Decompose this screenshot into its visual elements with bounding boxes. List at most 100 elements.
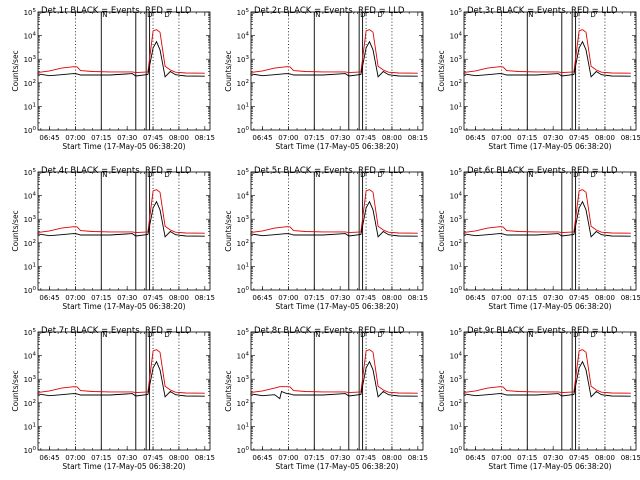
x-tick-label: 06:45	[465, 134, 485, 142]
marker-label: N	[102, 171, 107, 179]
y-tick-label: 103	[450, 215, 463, 224]
plot-frame	[463, 11, 637, 131]
marker-label: N	[528, 171, 533, 179]
marker-label: D	[360, 11, 365, 19]
panel-title: Det 7r BLACK = Events, RED = LLD	[41, 326, 192, 336]
x-axis-label: Start Time (17-May-05 06:38:20)	[275, 302, 398, 311]
y-tick-label: 103	[237, 375, 250, 384]
y-tick-label: 101	[237, 262, 249, 271]
series-events	[463, 200, 631, 238]
x-tick-label: 07:30	[117, 294, 137, 302]
x-tick-label: 08:15	[195, 454, 215, 462]
y-tick-label: 100	[237, 446, 250, 455]
x-tick-label: 07:45	[569, 454, 589, 462]
x-tick-label: 07:15	[91, 454, 111, 462]
y-tick-label: 102	[237, 399, 249, 408]
x-tick-label: 07:00	[491, 454, 511, 462]
marker-label: D	[360, 331, 365, 339]
series-lld	[250, 189, 418, 234]
marker-label: D	[573, 11, 578, 19]
panel-title: Det 4r BLACK = Events, RED = LLD	[41, 166, 192, 176]
plot-frame	[463, 331, 637, 451]
x-tick-label: 07:00	[491, 294, 511, 302]
plot-frame	[250, 11, 424, 131]
x-tick-label: 07:00	[65, 294, 85, 302]
marker-label: D	[377, 331, 382, 339]
marker-label: D	[573, 331, 578, 339]
y-axis-label: Counts/sec	[437, 210, 446, 251]
marker-label: D	[147, 171, 152, 179]
y-axis-label: Counts/sec	[437, 50, 446, 91]
y-tick-label: 100	[24, 446, 37, 455]
x-tick-label: 06:45	[465, 294, 485, 302]
y-tick-label: 103	[24, 55, 37, 64]
y-tick-label: 100	[450, 126, 463, 135]
y-tick-label: 105	[24, 168, 37, 177]
x-tick-label: 07:30	[117, 134, 137, 142]
x-tick-label: 06:45	[39, 294, 59, 302]
panel-title: Det 5r BLACK = Events, RED = LLD	[254, 166, 405, 176]
x-tick-label: 07:00	[65, 134, 85, 142]
panel-title: Det 2r BLACK = Events, RED = LLD	[254, 6, 405, 16]
y-tick-label: 100	[237, 286, 250, 295]
series-lld	[250, 29, 418, 74]
x-tick-label: 07:30	[330, 454, 350, 462]
series-events	[463, 360, 631, 398]
marker-label: N	[528, 11, 533, 19]
x-tick-label: 07:45	[569, 294, 589, 302]
x-tick-label: 07:30	[543, 134, 563, 142]
x-tick-label: 07:30	[543, 454, 563, 462]
marker-label: D	[590, 171, 595, 179]
x-tick-label: 07:45	[143, 454, 163, 462]
x-axis-label: Start Time (17-May-05 06:38:20)	[275, 462, 398, 471]
marker-label: N	[102, 11, 107, 19]
x-tick-label: 07:45	[143, 294, 163, 302]
x-tick-label: 07:00	[278, 454, 298, 462]
y-tick-label: 101	[237, 422, 249, 431]
marker-label: N	[528, 331, 533, 339]
series-events	[37, 40, 205, 78]
y-tick-label: 103	[237, 55, 250, 64]
x-tick-label: 08:15	[408, 294, 428, 302]
marker-label: D	[164, 171, 169, 179]
x-tick-label: 08:00	[595, 454, 615, 462]
y-tick-label: 102	[450, 399, 462, 408]
y-tick-label: 102	[24, 239, 36, 248]
y-tick-label: 104	[24, 32, 37, 41]
plot-frame	[463, 171, 637, 291]
x-tick-label: 08:15	[621, 454, 640, 462]
y-tick-label: 104	[24, 192, 37, 201]
y-tick-label: 102	[450, 239, 462, 248]
x-tick-label: 08:15	[408, 454, 428, 462]
x-tick-label: 08:15	[195, 294, 215, 302]
x-tick-label: 08:00	[169, 454, 189, 462]
series-events	[37, 200, 205, 238]
marker-label: D	[147, 11, 152, 19]
marker-label: D	[377, 11, 382, 19]
series-events	[250, 360, 418, 400]
marker-label: D	[164, 331, 169, 339]
x-tick-label: 07:15	[304, 294, 324, 302]
x-tick-label: 07:30	[117, 454, 137, 462]
x-tick-label: 07:00	[65, 454, 85, 462]
y-tick-label: 101	[450, 102, 462, 111]
series-lld	[37, 189, 205, 234]
x-axis-label: Start Time (17-May-05 06:38:20)	[62, 142, 185, 151]
y-tick-label: 100	[24, 286, 37, 295]
y-tick-label: 101	[237, 102, 249, 111]
marker-label: D	[590, 11, 595, 19]
y-tick-label: 102	[237, 79, 249, 88]
x-tick-label: 07:45	[356, 294, 376, 302]
y-tick-label: 102	[237, 239, 249, 248]
x-tick-label: 07:30	[330, 134, 350, 142]
y-tick-label: 100	[237, 126, 250, 135]
x-axis-label: Start Time (17-May-05 06:38:20)	[62, 302, 185, 311]
y-tick-label: 101	[24, 102, 36, 111]
x-tick-label: 07:15	[91, 294, 111, 302]
